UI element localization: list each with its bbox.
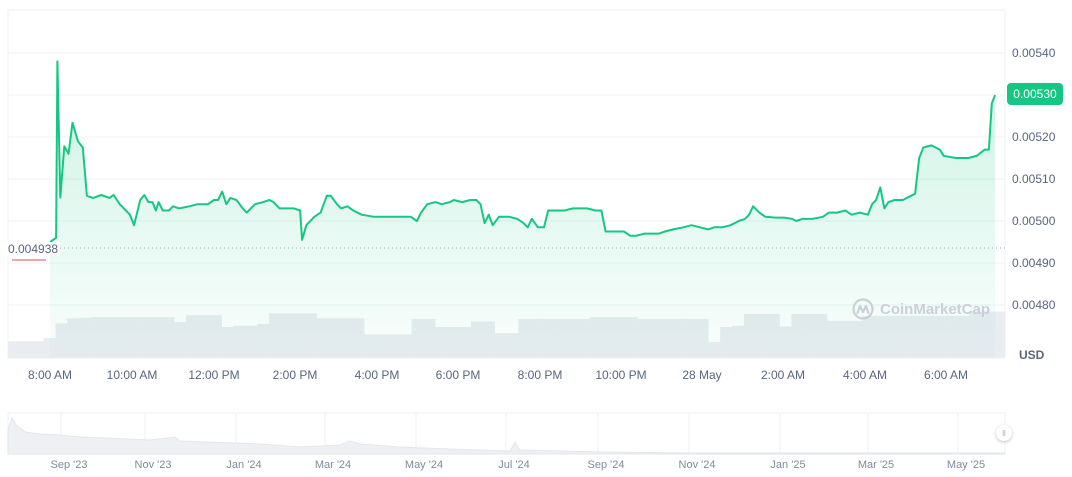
navigator-handle[interactable]: ll: [996, 425, 1012, 441]
x-tick-label: 2:00 AM: [760, 368, 806, 382]
x-tick-label: 12:00 PM: [188, 368, 240, 382]
y-tick-label: 0.00480: [1012, 298, 1056, 312]
navigator-tick-label: Mar '24: [314, 459, 352, 471]
x-tick-label: 4:00 AM: [842, 368, 888, 382]
y-tick-label: 0.00490: [1012, 256, 1056, 270]
navigator-tick-label: Jan '25: [770, 459, 806, 471]
drag-handle-icon: ll: [1002, 428, 1006, 438]
x-tick-label: 8:00 PM: [517, 368, 563, 382]
y-tick-label: 0.00510: [1012, 172, 1056, 186]
watermark-text: CoinMarketCap: [880, 300, 991, 318]
navigator-tick-label: Mar '25: [857, 459, 895, 471]
x-tick-label: 6:00 PM: [435, 368, 481, 382]
navigator-tick-label: Nov '23: [134, 459, 172, 471]
x-tick-label: 28 May: [682, 368, 722, 382]
y-tick-label: 0.00500: [1012, 214, 1056, 228]
navigator-tick-label: May '25: [946, 459, 986, 471]
navigator-tick-label: Jan '24: [226, 459, 262, 471]
x-tick-label: 6:00 AM: [923, 368, 969, 382]
navigator-tick-label: Nov '24: [678, 459, 716, 471]
navigator-tick-label: Jul '24: [498, 459, 530, 471]
current-price-badge: 0.00530: [1007, 83, 1063, 105]
price-area: [50, 61, 996, 359]
x-tick-label: 8:00 AM: [27, 368, 73, 382]
y-tick-label: 0.00520: [1012, 130, 1056, 144]
coinmarketcap-logo-icon: [852, 298, 874, 320]
navigator-tick-label: May '24: [404, 459, 444, 471]
watermark: CoinMarketCap: [852, 298, 990, 320]
x-tick-label: 10:00 PM: [595, 368, 647, 382]
start-price-label: 0.004938: [6, 242, 61, 256]
navigator-tick-label: Sep '24: [587, 459, 625, 471]
x-tick-label: 4:00 PM: [354, 368, 400, 382]
x-tick-label: 2:00 PM: [272, 368, 318, 382]
navigator[interactable]: [7, 412, 1006, 455]
y-tick-label: 0.00540: [1012, 46, 1056, 60]
navigator-tick-label: Sep '23: [50, 459, 88, 471]
price-line: [49, 60, 997, 243]
currency-label: USD: [1019, 348, 1045, 362]
x-tick-label: 10:00 AM: [106, 368, 158, 382]
